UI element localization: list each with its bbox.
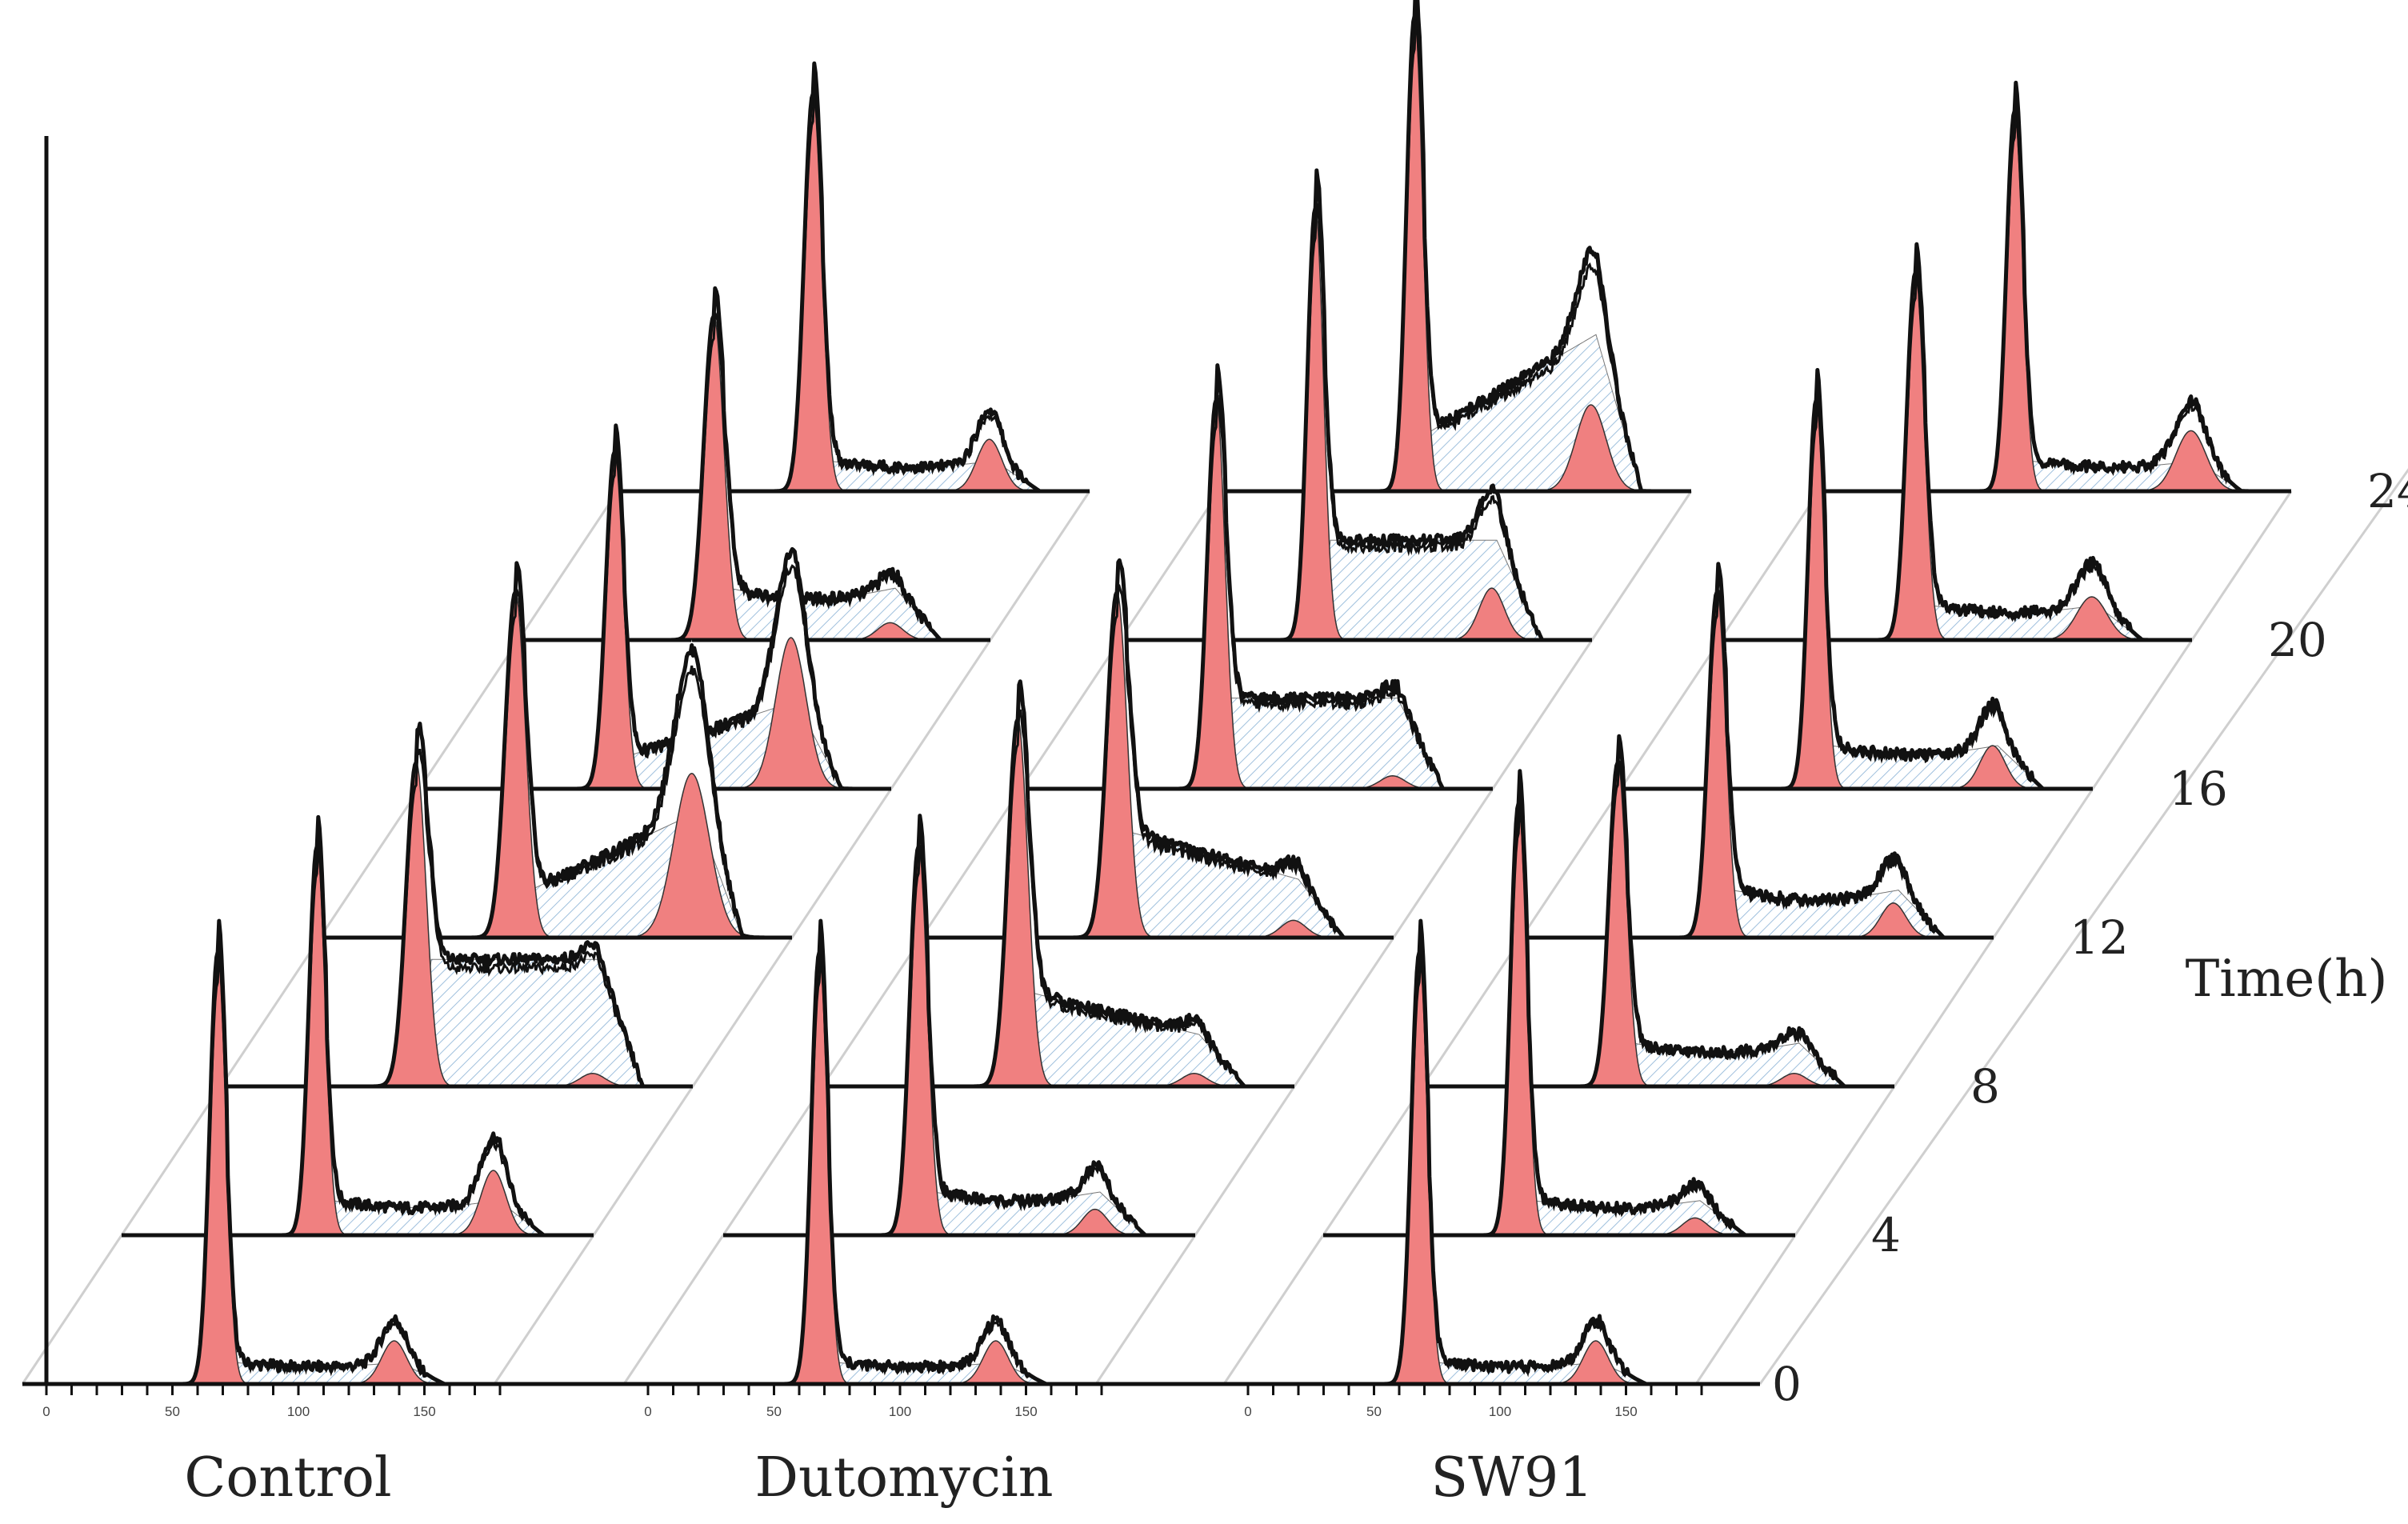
labels: Control Dutomycin SW91 Time(h) 24 20 16 12 8… (184, 464, 2408, 1510)
x-tick-label: 50 (766, 1404, 782, 1419)
profile-sw91-t20 (1720, 236, 2192, 642)
x-tick-label: 150 (1614, 1404, 1637, 1419)
profile-dutomycin-t8 (822, 673, 1294, 1089)
x-tick-label: 0 (42, 1404, 50, 1419)
g2-peak (1530, 404, 1652, 492)
raw-histogram (1943, 80, 2273, 494)
profile-control-t20 (518, 281, 990, 642)
time-label: 16 (2169, 762, 2228, 816)
raw-histogram (1844, 242, 2174, 642)
raw-histogram (847, 814, 1177, 1238)
profile-control-t12 (320, 555, 792, 940)
raw-histogram (146, 918, 476, 1386)
profile-dutomycin-t24 (1219, 0, 1691, 494)
x-axis: 0 50 100 150 0 50 100 150 0 50 100 150 (22, 136, 1760, 1419)
profile-control-t24 (618, 54, 1090, 494)
x-tick-label: 100 (1489, 1404, 1511, 1419)
x-tick-label: 0 (644, 1404, 651, 1419)
x-tick-label: 50 (165, 1404, 180, 1419)
time-label: 24 (2367, 464, 2408, 518)
raw-histogram (246, 814, 575, 1238)
x-tick-label: 50 (1366, 1404, 1382, 1419)
g1-peak (1982, 109, 2046, 492)
profile-control-t4 (122, 809, 594, 1238)
s-phase-area (1017, 992, 1250, 1087)
raw-histogram (1343, 0, 1673, 494)
profile-dutomycin-t12 (922, 553, 1394, 940)
g1-peak (185, 950, 250, 1385)
raw-histogram (1348, 918, 1678, 1386)
fit-curve (1944, 110, 2272, 493)
raw-histogram (345, 722, 674, 1089)
raw-histogram (1546, 734, 1876, 1089)
time-label: 4 (1871, 1208, 1901, 1262)
x-tick-label: 150 (1014, 1404, 1037, 1419)
g1-peak (1879, 271, 1950, 641)
profile-dutomycin-t0 (624, 911, 1096, 1386)
profile-backdrop (1944, 74, 2272, 491)
g1-peak (1486, 801, 1550, 1236)
x-tick-label: 100 (889, 1404, 911, 1419)
depth-line (1758, 468, 2408, 1385)
raw-histogram (642, 286, 972, 642)
profile-sw91-t12 (1522, 556, 1994, 940)
z-axis-title: Time(h) (2186, 950, 2388, 1009)
time-label: 12 (2070, 910, 2129, 965)
s-phase-area (1116, 832, 1349, 938)
raw-histogram (742, 61, 1071, 494)
raw-histogram (444, 561, 774, 940)
profile-control-t8 (221, 716, 693, 1089)
g2-peak (620, 773, 762, 938)
raw-histogram (1646, 562, 1975, 940)
profile-dutomycin-t20 (1120, 161, 1592, 642)
time-label: 0 (1772, 1357, 1802, 1411)
group-label-1: Dutomycin (754, 1446, 1053, 1510)
profile-dutomycin-t16 (1021, 357, 1493, 791)
raw-histogram (946, 679, 1276, 1089)
group-label-2: SW91 (1430, 1446, 1593, 1510)
time-label: 8 (1970, 1059, 2000, 1114)
time-label: 20 (2268, 613, 2327, 667)
fit-curve (742, 93, 1070, 493)
s-phase-area (415, 958, 648, 1087)
g1-peak (284, 844, 349, 1236)
histogram-profiles (22, 0, 2291, 1386)
g1-peak (786, 950, 851, 1385)
raw-histogram (1447, 769, 1777, 1238)
g1-peak (777, 92, 848, 492)
raw-histogram (748, 918, 1078, 1386)
profile-sw91-t8 (1422, 729, 1894, 1089)
raw-histogram (1244, 168, 1574, 642)
raw-histogram (1145, 363, 1474, 791)
profile-sw91-t16 (1621, 362, 2093, 791)
raw-histogram (1046, 558, 1375, 940)
profile-dutomycin-t4 (723, 807, 1195, 1238)
profile-sw91-t24 (1819, 74, 2291, 494)
x-tick-label: 150 (413, 1404, 435, 1419)
raw-histogram (1745, 368, 2074, 791)
x-tick-label: 100 (287, 1404, 310, 1419)
g1-peak (1386, 950, 1451, 1385)
group-label-0: Control (184, 1446, 391, 1510)
s-phase-area (1215, 698, 1448, 790)
g2-peak (730, 637, 852, 790)
profile-backdrop (742, 54, 1070, 491)
x-tick-label: 0 (1244, 1404, 1251, 1419)
profile-sw91-t4 (1323, 762, 1795, 1238)
